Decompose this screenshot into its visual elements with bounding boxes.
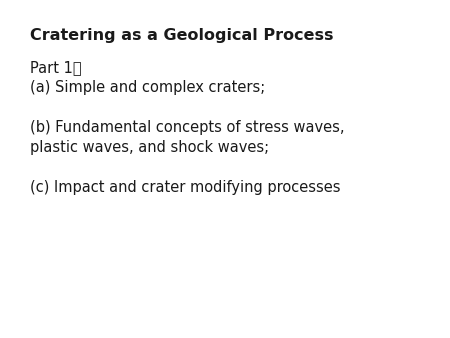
Text: (b) Fundamental concepts of stress waves,: (b) Fundamental concepts of stress waves…: [30, 120, 345, 135]
Text: Part 1：: Part 1：: [30, 60, 81, 75]
Text: Cratering as a Geological Process: Cratering as a Geological Process: [30, 28, 333, 43]
Text: (c) Impact and crater modifying processes: (c) Impact and crater modifying processe…: [30, 180, 341, 195]
Text: (a) Simple and complex craters;: (a) Simple and complex craters;: [30, 80, 265, 95]
Text: plastic waves, and shock waves;: plastic waves, and shock waves;: [30, 140, 269, 155]
